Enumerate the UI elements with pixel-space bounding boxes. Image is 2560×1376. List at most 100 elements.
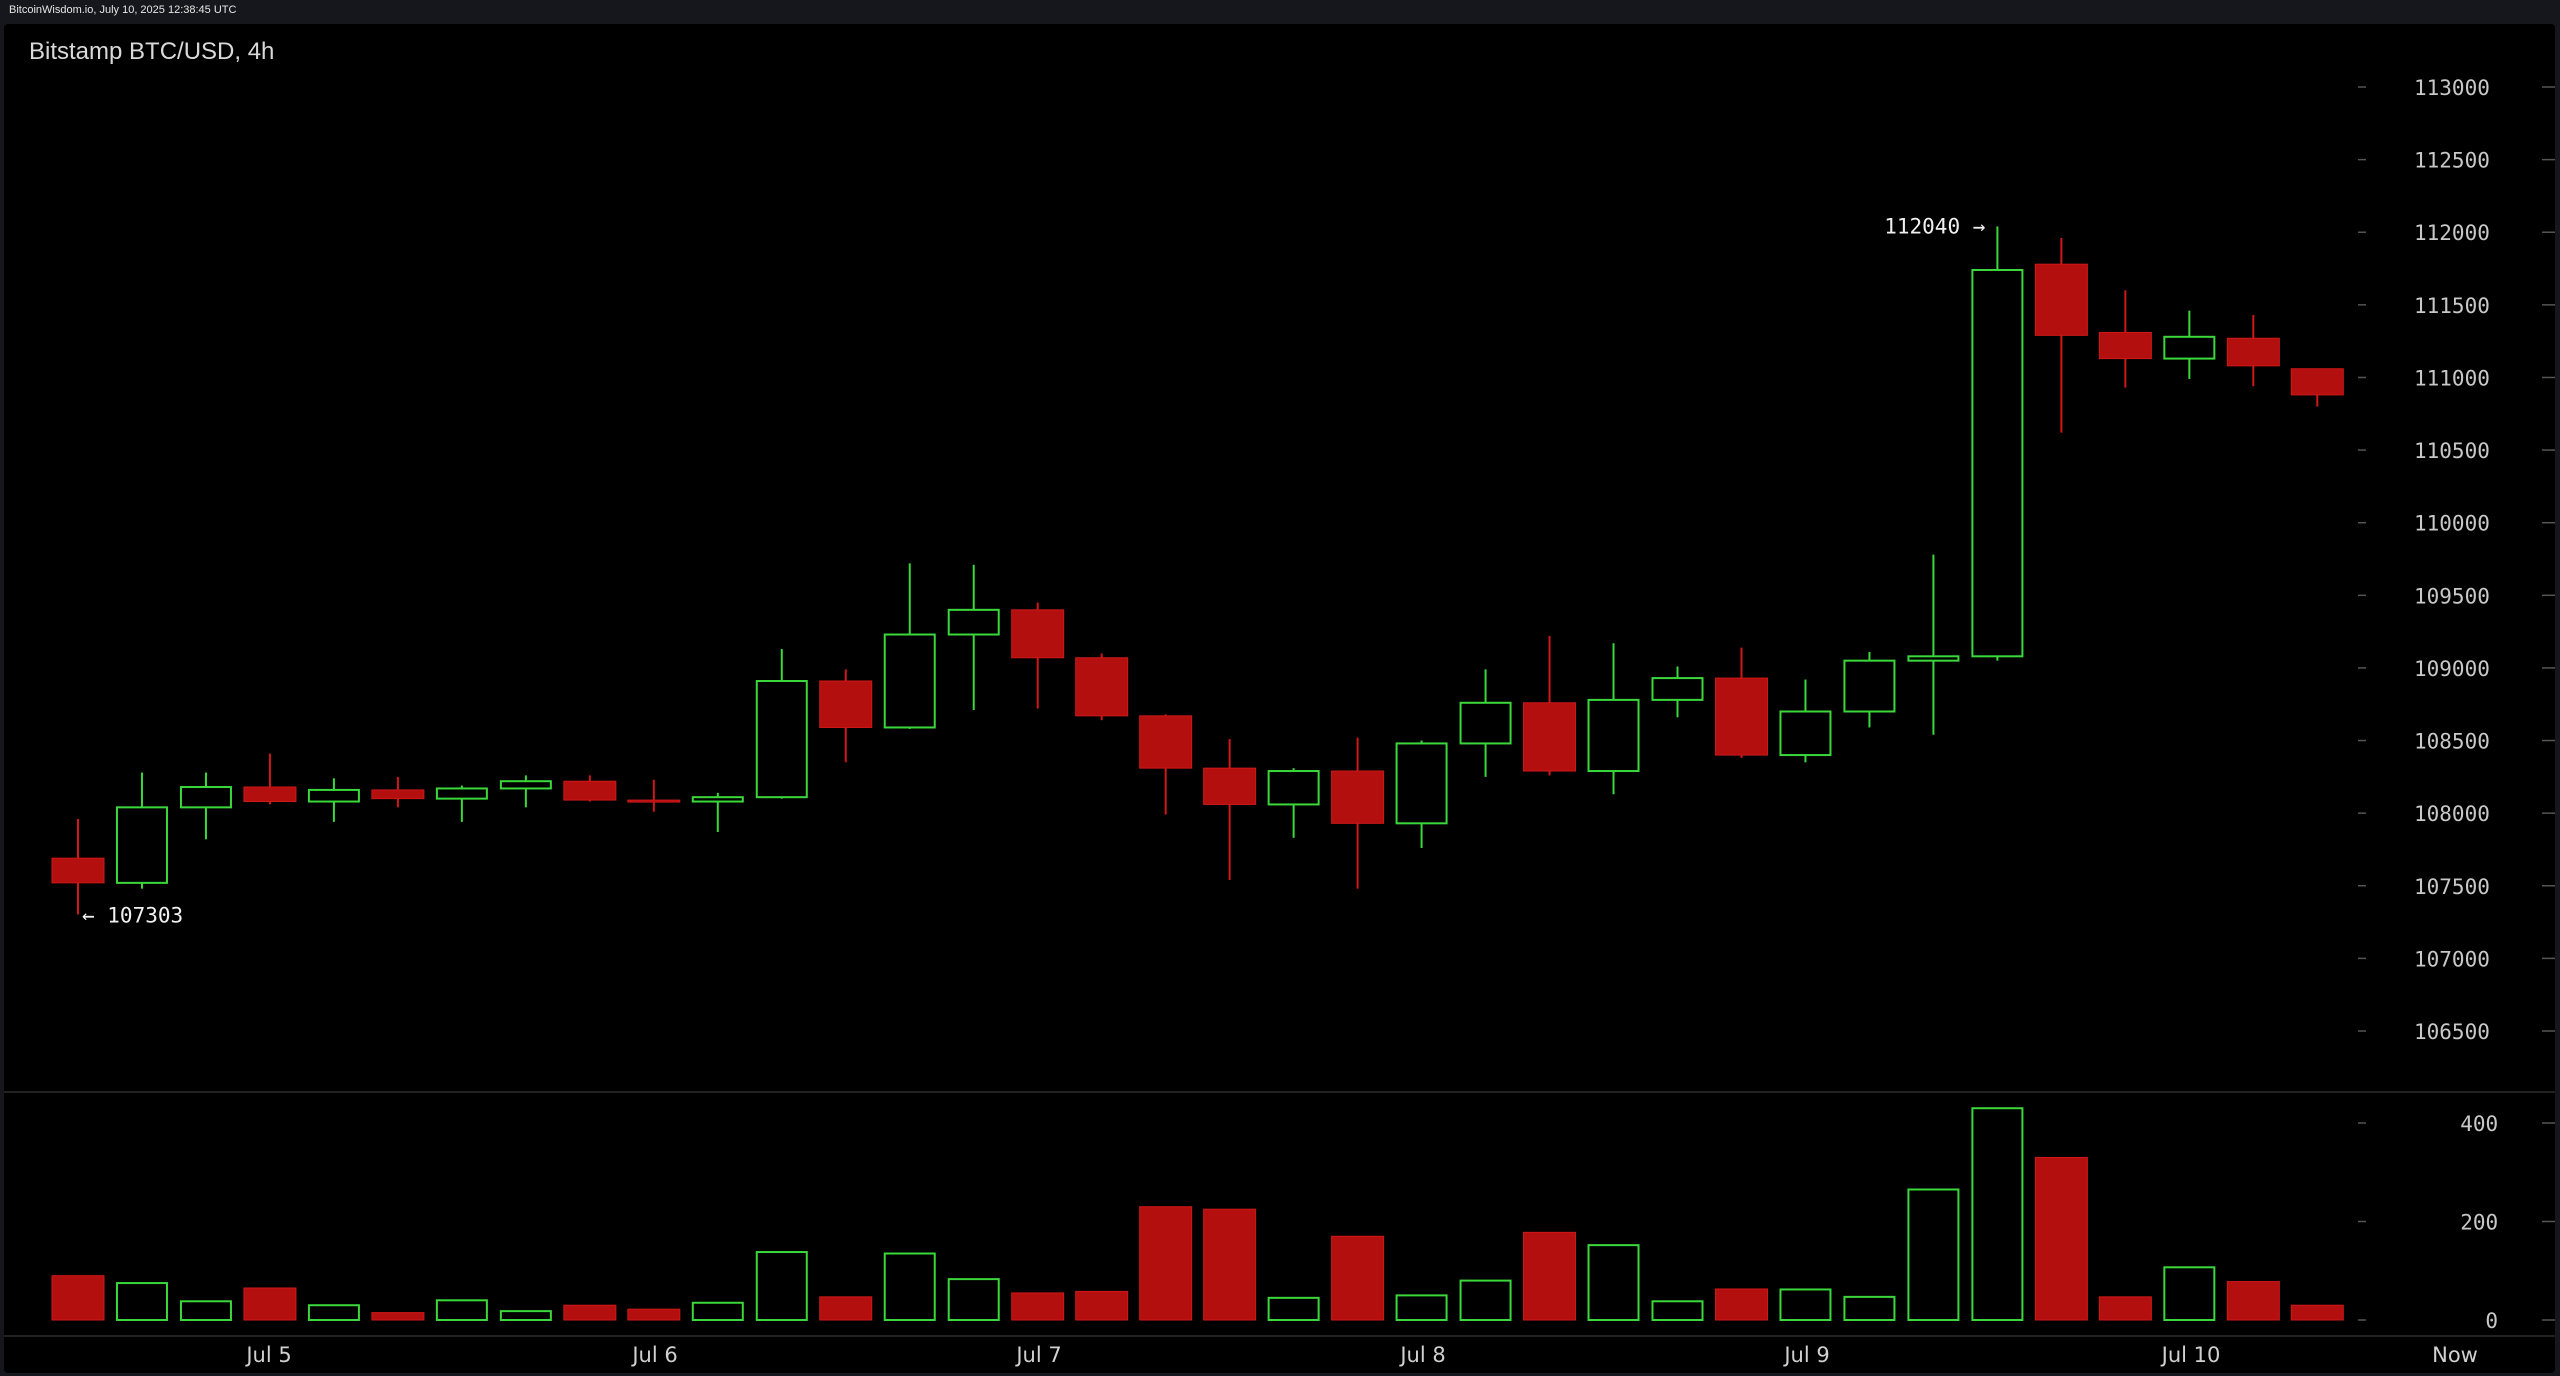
- price-tick-label: 111500: [2414, 294, 2490, 318]
- volume-bar-down: [627, 1308, 681, 1321]
- price-tick-label: 110500: [2414, 439, 2490, 463]
- candle-body-down: [51, 857, 105, 884]
- volume-bar-up: [115, 1282, 168, 1321]
- candle-body-down: [1523, 702, 1577, 772]
- candle-body-up: [435, 787, 488, 800]
- date-label: Jul 6: [630, 1343, 677, 1367]
- price-tick-label: 112000: [2414, 221, 2490, 245]
- candle-body-down: [1011, 609, 1065, 659]
- chart-panel: 106500 107000 107500 108000 108500 109000 1095…: [4, 24, 2555, 1373]
- volume-tick-label: 200: [2460, 1211, 2498, 1235]
- price-tick-label: 108500: [2414, 730, 2490, 754]
- candle-body-down: [563, 780, 617, 801]
- candle-body-up: [1267, 770, 1320, 806]
- candle-body-down: [2226, 337, 2280, 367]
- date-label: Jul 5: [244, 1343, 291, 1367]
- candle-body-up: [115, 806, 168, 884]
- candle-body-up: [1779, 710, 1832, 757]
- volume-bar-up: [499, 1310, 552, 1322]
- price-tick-label: 107000: [2414, 947, 2490, 971]
- volume-bar-down: [1203, 1208, 1257, 1321]
- volume-bar-down: [2034, 1156, 2088, 1321]
- candle-body-down: [1139, 715, 1193, 769]
- price-tick-label: 112500: [2414, 149, 2490, 173]
- candle-body-down: [819, 680, 873, 728]
- price-tick-label: 106500: [2414, 1020, 2490, 1044]
- volume-bar-down: [243, 1287, 297, 1321]
- header-timestamp: BitcoinWisdom.io, July 10, 2025 12:38:45…: [9, 4, 237, 16]
- volume-bar-down: [371, 1312, 425, 1321]
- volume-bar-up: [307, 1304, 360, 1321]
- candle-body-up: [755, 679, 808, 799]
- date-label: Jul 10: [2160, 1343, 2221, 1367]
- candle-body-up: [1971, 268, 2024, 658]
- volume-bar-up: [1779, 1288, 1832, 1321]
- candle-body-up: [1651, 677, 1704, 701]
- volume-tick-label: 400: [2460, 1112, 2498, 1136]
- candle-body-up: [883, 633, 936, 729]
- volume-bar-down: [1075, 1290, 1129, 1321]
- candle-body-up: [691, 796, 744, 803]
- price-tick-label: 107500: [2414, 875, 2490, 899]
- candle-body-down: [2034, 263, 2088, 336]
- price-tick-label: 109000: [2414, 657, 2490, 681]
- candle-body-down: [371, 789, 425, 800]
- candle-body-down: [1075, 657, 1129, 717]
- candle-body-down: [1331, 770, 1385, 824]
- volume-bar-down: [1331, 1235, 1385, 1321]
- candle-body-up: [2163, 335, 2216, 360]
- volume-bar-down: [1523, 1231, 1577, 1321]
- volume-bar-up: [1651, 1300, 1704, 1322]
- volume-bar-up: [1907, 1188, 1960, 1322]
- volume-bar-down: [819, 1296, 873, 1321]
- date-label: Now: [2432, 1343, 2478, 1367]
- volume-tick-label: 0: [2485, 1309, 2498, 1333]
- price-tick-label: 110000: [2414, 512, 2490, 536]
- volume-bar-up: [2163, 1266, 2216, 1321]
- volume-bar-up: [1267, 1296, 1320, 1322]
- volume-bar-down: [51, 1275, 105, 1321]
- candle-body-down: [627, 799, 681, 803]
- volume-bar-up: [1395, 1294, 1448, 1321]
- date-label: Jul 9: [1782, 1343, 1829, 1367]
- price-tick-label: 111000: [2414, 366, 2490, 390]
- volume-bar-up: [883, 1252, 936, 1321]
- high-annotation: 112040 →: [1884, 214, 1985, 238]
- volume-bar-down: [2098, 1296, 2152, 1321]
- candle-body-down: [243, 786, 297, 803]
- date-label: Jul 7: [1014, 1343, 1061, 1367]
- volume-bar-up: [755, 1251, 808, 1322]
- volume-bar-down: [1139, 1206, 1193, 1321]
- header-bar: BitcoinWisdom.io, July 10, 2025 12:38:45…: [0, 0, 2560, 24]
- date-label: Jul 8: [1398, 1343, 1445, 1367]
- volume-bar-down: [2226, 1281, 2280, 1321]
- candle-body-up: [499, 780, 552, 790]
- volume-bar-up: [1459, 1279, 1512, 1321]
- candle-body-up: [1843, 659, 1896, 713]
- price-tick-label: 113000: [2414, 76, 2490, 100]
- volume-bar-up: [947, 1278, 1000, 1322]
- candle-body-up: [179, 786, 232, 809]
- chart-title: Bitstamp BTC/USD, 4h: [29, 38, 275, 65]
- volume-bar-down: [563, 1304, 617, 1321]
- candle-body-up: [1395, 742, 1448, 825]
- candle-body-up: [947, 608, 1000, 636]
- candle-body-down: [1203, 767, 1257, 805]
- volume-bar-down: [2290, 1304, 2344, 1321]
- candle-body-down: [2098, 331, 2152, 360]
- volume-bar-up: [1971, 1107, 2024, 1321]
- price-tick-label: 108000: [2414, 802, 2490, 826]
- volume-bar-up: [435, 1299, 488, 1322]
- candle-body-up: [1459, 701, 1512, 745]
- candle-body-up: [307, 788, 360, 803]
- candle-body-down: [1714, 677, 1768, 756]
- candle-body-down: [2290, 368, 2344, 396]
- low-annotation: ← 107303: [82, 903, 183, 927]
- volume-bar-down: [1011, 1292, 1065, 1321]
- volume-bar-up: [1843, 1295, 1896, 1322]
- volume-bar-down: [1714, 1288, 1768, 1321]
- volume-bar-up: [1587, 1244, 1640, 1322]
- candle-body-up: [1907, 655, 1960, 662]
- volume-bar-up: [691, 1301, 744, 1321]
- candle-body-up: [1587, 698, 1640, 773]
